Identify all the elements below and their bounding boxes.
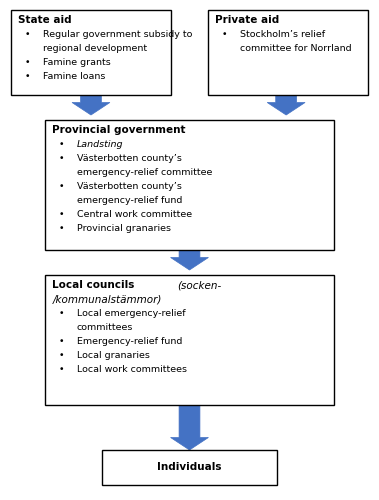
Text: (socken-: (socken-	[177, 280, 222, 290]
Text: /kommunalstämmor): /kommunalstämmor)	[52, 294, 162, 304]
Polygon shape	[171, 405, 208, 450]
Text: emergency-relief fund: emergency-relief fund	[77, 196, 182, 204]
Text: •: •	[59, 210, 64, 218]
Text: Famine grants: Famine grants	[43, 58, 111, 66]
Text: •: •	[59, 182, 64, 190]
Text: Västerbotten county’s: Västerbotten county’s	[77, 154, 182, 162]
Text: committee for Norrland: committee for Norrland	[240, 44, 352, 52]
Text: Individuals: Individuals	[157, 462, 222, 472]
Text: Landsting: Landsting	[77, 140, 124, 148]
Text: •: •	[59, 350, 64, 360]
Text: •: •	[25, 58, 30, 66]
Text: •: •	[25, 30, 30, 38]
Text: Västerbotten county’s: Västerbotten county’s	[77, 182, 182, 190]
Text: •: •	[59, 140, 64, 148]
Text: Local emergency-relief: Local emergency-relief	[77, 308, 186, 318]
Text: emergency-relief committee: emergency-relief committee	[77, 168, 212, 176]
Text: Stockholm’s relief: Stockholm’s relief	[240, 30, 325, 38]
Text: •: •	[59, 364, 64, 374]
Text: Local granaries: Local granaries	[77, 350, 150, 360]
Text: Provincial government: Provincial government	[52, 125, 186, 135]
Bar	[208, 10, 368, 95]
Text: Local work committees: Local work committees	[77, 364, 187, 374]
Text: State aid: State aid	[18, 15, 72, 25]
Text: Provincial granaries: Provincial granaries	[77, 224, 171, 232]
Text: regional development: regional development	[43, 44, 147, 52]
Bar	[45, 275, 334, 405]
Text: •: •	[59, 336, 64, 345]
Text: •: •	[222, 30, 227, 38]
Text: Private aid: Private aid	[215, 15, 280, 25]
Text: •: •	[25, 72, 30, 80]
Text: •: •	[59, 154, 64, 162]
Text: committees: committees	[77, 322, 133, 332]
Text: Central work committee: Central work committee	[77, 210, 192, 218]
Text: Local councils: Local councils	[52, 280, 138, 290]
Polygon shape	[171, 250, 208, 270]
Bar	[11, 10, 171, 95]
Text: Famine loans: Famine loans	[43, 72, 105, 80]
Bar	[102, 450, 277, 485]
Bar	[45, 120, 334, 250]
Text: Regular government subsidy to: Regular government subsidy to	[43, 30, 192, 38]
Polygon shape	[72, 95, 110, 115]
Text: •: •	[59, 308, 64, 318]
Text: •: •	[59, 224, 64, 232]
Text: Emergency-relief fund: Emergency-relief fund	[77, 336, 182, 345]
Polygon shape	[267, 95, 305, 115]
